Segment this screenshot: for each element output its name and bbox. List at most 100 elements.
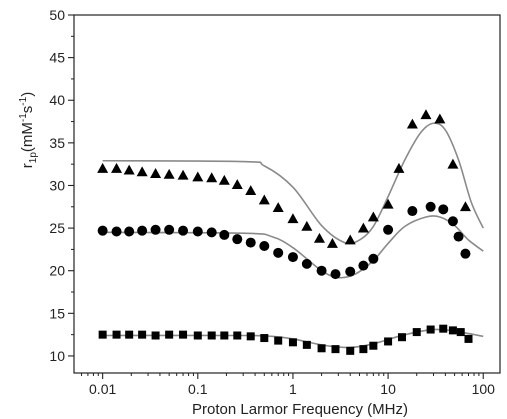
triangle-marker	[459, 201, 471, 212]
circle-marker	[368, 253, 379, 264]
circle-marker	[301, 258, 312, 269]
y-tick-label: 20	[49, 263, 65, 279]
x-tick-label: 100	[472, 381, 496, 397]
square-marker	[165, 330, 174, 339]
square-marker	[151, 331, 160, 340]
y-tick-label: 40	[49, 92, 65, 108]
triangle-marker	[344, 234, 356, 245]
circle-marker	[345, 266, 356, 277]
square-marker	[112, 330, 121, 339]
triangle-marker	[111, 162, 123, 173]
triangle-marker	[218, 174, 230, 185]
triangle-marker	[163, 168, 175, 179]
circle-marker	[316, 265, 327, 276]
square-marker	[384, 337, 393, 346]
circle-marker	[407, 206, 418, 217]
triangle-marker	[326, 237, 338, 248]
triangle-marker	[357, 222, 369, 233]
triangle-marker	[406, 118, 418, 129]
circle-marker	[111, 226, 122, 237]
circle-marker	[150, 224, 161, 235]
square-marker	[359, 345, 368, 354]
triangle-marker	[447, 158, 459, 169]
x-tick-label: 10	[380, 381, 396, 397]
square-marker	[456, 328, 465, 337]
y-tick-label: 30	[49, 177, 65, 193]
circle-marker	[219, 229, 230, 240]
circle-marker	[287, 252, 298, 263]
y-tick-label: 25	[49, 220, 65, 236]
circle-marker	[438, 204, 449, 215]
circle-marker	[425, 201, 436, 212]
square-marker	[448, 326, 457, 335]
y-tick-label: 50	[49, 7, 65, 23]
square-marker	[246, 332, 255, 341]
plot-frame	[73, 14, 501, 374]
square-marker	[207, 331, 216, 340]
triangle-marker	[287, 213, 299, 224]
circle-marker	[164, 224, 175, 235]
square-marker	[220, 331, 229, 340]
x-tick-label: 1	[289, 381, 297, 397]
circle-marker	[453, 231, 464, 242]
square-marker	[98, 330, 107, 339]
circle-marker	[206, 227, 217, 238]
y-tick-label: 15	[49, 305, 65, 321]
triangle-marker	[123, 164, 135, 175]
triangle-marker	[97, 162, 109, 173]
triangle-marker	[231, 179, 243, 190]
circle-marker	[97, 225, 108, 236]
circle-marker	[232, 234, 243, 245]
circle-marker	[383, 224, 394, 235]
square-marker	[369, 341, 378, 350]
triangle-marker	[177, 169, 189, 180]
triangle-marker	[367, 211, 379, 222]
data-markers	[97, 109, 473, 355]
circle-marker	[178, 225, 189, 236]
circle-marker	[273, 247, 284, 258]
square-marker	[138, 330, 147, 339]
square-marker	[260, 334, 269, 343]
triangle-marker	[206, 172, 218, 183]
triangle-marker	[258, 194, 270, 205]
square-marker	[412, 328, 421, 337]
square-marker	[331, 345, 340, 354]
circle-marker	[245, 237, 256, 248]
circle-marker	[460, 248, 471, 259]
triangle-marker	[434, 113, 446, 124]
square-marker	[397, 333, 406, 342]
triangle-marker	[313, 232, 325, 243]
square-marker	[193, 331, 202, 340]
triangle-marker	[272, 202, 284, 213]
square-marker	[439, 324, 448, 333]
triangle-marker	[301, 220, 313, 231]
y-tick-label: 35	[49, 135, 65, 151]
circle-marker	[330, 269, 341, 280]
square-marker	[288, 338, 297, 347]
triangle-marker	[192, 171, 204, 182]
triangle-marker	[136, 166, 148, 177]
x-axis-title: Proton Larmor Frequency (MHz)	[192, 401, 408, 418]
triangle-marker	[420, 109, 432, 120]
square-marker	[346, 346, 355, 355]
square-marker	[302, 340, 311, 349]
axes: 10 15 20 25 30 35 40 45 50 0.01 0.1 1 10 100	[49, 7, 501, 397]
square-marker	[317, 344, 326, 353]
square-marker	[464, 334, 473, 343]
triangle-marker	[245, 185, 257, 195]
square-marker	[179, 330, 188, 339]
circle-marker	[259, 240, 270, 251]
triangle-marker	[150, 168, 162, 178]
circle-marker	[137, 225, 148, 236]
x-tick-label: 0.1	[188, 381, 208, 397]
y-axis-title: r1p(mM-1s-1)	[18, 92, 39, 168]
circle-marker	[447, 216, 458, 227]
square-marker	[233, 331, 242, 340]
square-marker	[274, 336, 283, 345]
triangle-marker	[393, 162, 405, 173]
square-marker	[426, 325, 435, 334]
x-tick-label: 0.01	[89, 381, 116, 397]
y-tick-label: 45	[49, 50, 65, 66]
